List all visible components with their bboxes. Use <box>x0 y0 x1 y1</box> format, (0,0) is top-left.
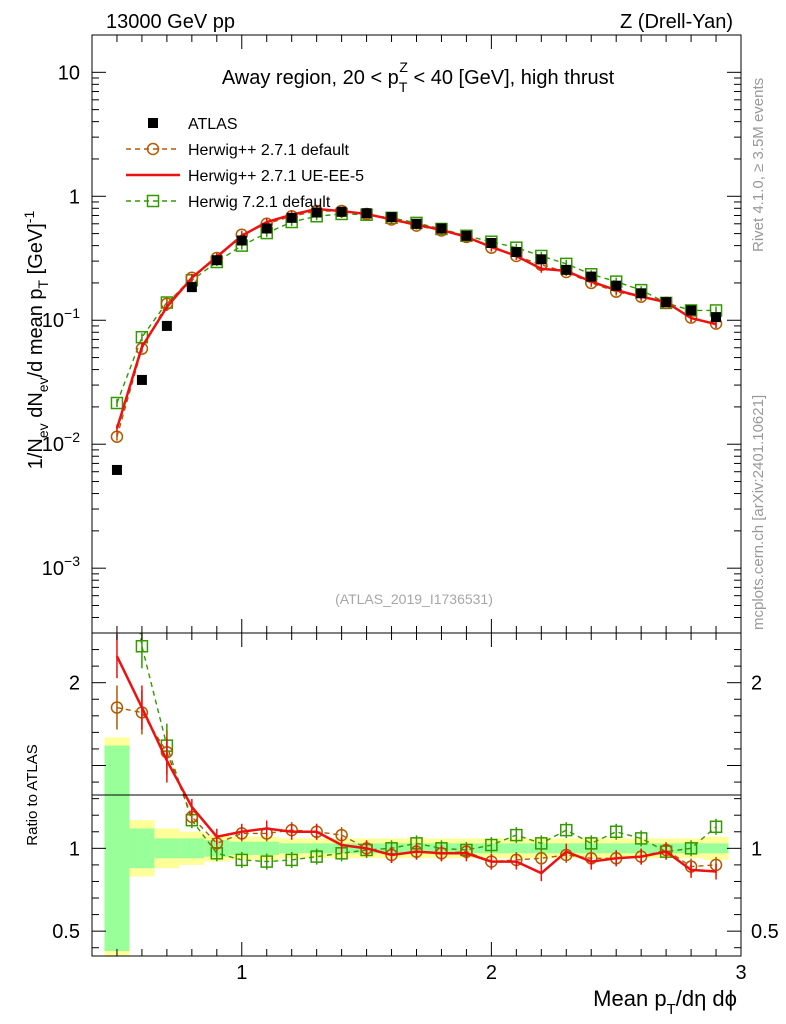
main-data-point <box>586 271 597 282</box>
main-data-point <box>361 208 372 219</box>
ratio-stat-uncertainty-band <box>503 843 529 854</box>
x-tick-label: 3 <box>735 962 746 984</box>
ratio-y-tick-label: 0.5 <box>52 921 80 943</box>
main-data-point <box>561 264 572 275</box>
y-tick-label: 10−2 <box>42 429 80 456</box>
legend-label: Herwig++ 2.7.1 default <box>188 142 350 159</box>
legend-marker <box>146 194 160 208</box>
ratio-data-point <box>110 701 124 714</box>
ratio-y-tick-label: 2 <box>69 673 80 695</box>
ratio-data-point <box>709 820 723 834</box>
ratio-stat-uncertainty-band <box>304 843 330 854</box>
main-data-point <box>636 288 647 299</box>
main-series-line <box>115 207 717 429</box>
ratio-data-point <box>634 832 648 845</box>
main-y-axis-label: 1/Nev dNev/d mean pT [GeV]-1 <box>21 211 51 470</box>
legend-label: Herwig++ 2.7.1 UE-EE-5 <box>188 168 364 185</box>
y-tick-label: 10 <box>58 62 80 84</box>
y-tick-label: 1 <box>69 186 80 208</box>
ratio-data-point <box>310 850 323 863</box>
ratio-stat-uncertainty-band <box>254 841 280 855</box>
main-data-point <box>386 212 397 223</box>
ratio-panel: 1 2 3 2 2 1 1 0.5 0.5 Ratio to ATLAS Mean pT/dη … <box>24 632 779 1018</box>
x-axis-label: Mean pT/dη dϕ <box>593 986 737 1018</box>
y-tick-label: 10−1 <box>42 305 80 332</box>
legend: ATLAS Herwig++ 2.7.1 default Herwig++ 2.7.… <box>126 116 364 211</box>
ratio-data-point <box>285 853 298 867</box>
ratio-stat-uncertainty-band <box>129 828 155 869</box>
ratio-y-tick-label-right: 1 <box>751 838 762 860</box>
header-energy-label: 13000 GeV pp <box>106 11 235 33</box>
main-series-line <box>116 210 717 437</box>
ratio-stat-uncertainty-band <box>628 843 654 854</box>
y-tick-label: 10−3 <box>42 553 80 580</box>
main-data-point <box>611 280 622 291</box>
main-data-point <box>236 235 247 246</box>
rivet-version-label: Rivet 4.1.0, ≥ 3.5M events <box>750 78 767 252</box>
ratio-y-tick-label-right: 0.5 <box>751 921 779 943</box>
main-data-point <box>711 312 722 323</box>
mcplots-site-label: mcplots.cern.ch [arXiv:2401.10621] <box>750 395 767 630</box>
ratio-data-point <box>535 837 548 850</box>
main-data-point <box>111 464 122 475</box>
main-curves-layer <box>110 204 723 475</box>
ratio-y-axis-label: Ratio to ATLAS <box>24 744 41 845</box>
ratio-data-point <box>560 823 573 837</box>
main-data-point <box>261 223 272 234</box>
plot-title: Away region, 20 < pTZ < 40 [GeV], high t… <box>222 59 615 95</box>
ratio-stat-uncertainty-band <box>154 838 180 859</box>
ratio-y-tick-label: 1 <box>69 838 80 860</box>
legend-marker-atlas <box>148 118 158 128</box>
main-data-point <box>511 247 522 258</box>
main-data-point <box>311 207 322 218</box>
main-data-point <box>286 212 297 223</box>
main-data-point <box>211 255 222 266</box>
ratio-y-tick-label-right: 2 <box>751 673 762 695</box>
main-data-point <box>110 396 124 410</box>
main-axes-layer: 10 1 10−1 10−2 10−3 <box>42 34 742 634</box>
main-data-point <box>186 282 197 293</box>
main-data-point <box>336 206 347 217</box>
main-panel: 10 1 10−1 10−2 10−3 Away region, 20 < pTZ < … <box>21 34 742 634</box>
main-data-point <box>461 230 472 241</box>
main-data-point <box>136 374 147 385</box>
ratio-data-point <box>584 837 598 850</box>
analysis-id-label: (ATLAS_2019_I1736531) <box>335 591 493 607</box>
ratio-data-point <box>535 852 548 865</box>
ratio-series-line <box>139 633 717 863</box>
ratio-stat-uncertainty-band <box>279 843 305 854</box>
x-tick-label: 1 <box>236 962 247 984</box>
x-tick-label: 2 <box>486 962 497 984</box>
ratio-stat-uncertainty-band <box>179 838 205 859</box>
ratio-stat-uncertainty-band <box>104 745 130 952</box>
ratio-stat-uncertainty-band <box>229 841 255 855</box>
ratio-stat-uncertainty-band <box>703 843 729 854</box>
legend-label: Herwig 7.2.1 default <box>188 194 331 211</box>
ratio-curves-layer <box>110 633 723 882</box>
main-data-point <box>661 297 672 308</box>
header-process-label: Z (Drell-Yan) <box>620 11 733 33</box>
ratio-data-point <box>609 825 623 839</box>
ratio-data-point <box>135 640 149 653</box>
ratio-data-point <box>260 855 273 868</box>
main-series-line <box>116 213 717 404</box>
ratio-stat-uncertainty-band <box>603 843 629 854</box>
main-data-point <box>536 254 547 265</box>
main-data-point <box>161 320 172 331</box>
main-data-point <box>686 305 697 316</box>
ratio-panel-frame <box>91 632 742 957</box>
legend-marker <box>146 142 160 156</box>
ratio-data-point <box>235 853 249 867</box>
ratio-data-point <box>510 828 523 842</box>
ratio-data-point <box>684 842 698 855</box>
ratio-axes-layer: 1 2 3 2 2 1 1 0.5 0.5 <box>52 632 779 984</box>
legend-label: ATLAS <box>188 116 238 133</box>
ratio-data-point <box>485 838 498 852</box>
main-data-point <box>486 237 497 248</box>
main-data-point <box>411 218 422 229</box>
main-data-point <box>436 223 447 234</box>
